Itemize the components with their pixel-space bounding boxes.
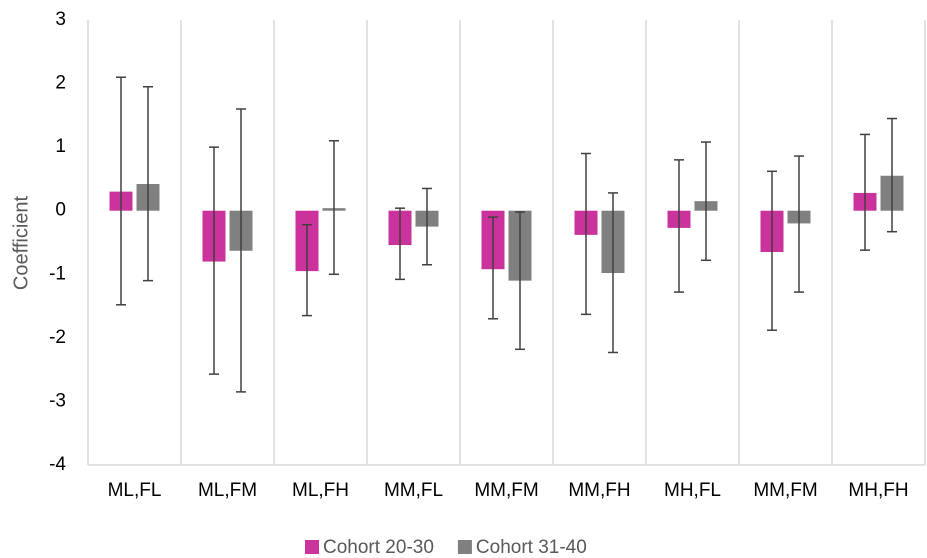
legend-label: Cohort 20-30 — [323, 537, 434, 558]
x-tick-label: MM,FL — [384, 480, 443, 501]
legend-swatch — [305, 540, 319, 554]
legend-swatch — [457, 540, 472, 554]
y-tick-label: 0 — [55, 200, 66, 221]
legend-label: Cohort 31-40 — [476, 537, 587, 558]
x-tick-label: ML,FM — [198, 480, 257, 501]
y-tick-label: -4 — [49, 454, 66, 475]
x-tick-label: MM,FM — [474, 480, 538, 501]
y-axis-label: Coefficient — [10, 195, 32, 290]
y-tick-label: -3 — [49, 390, 66, 411]
x-tick-label: MM,FH — [568, 480, 630, 501]
y-tick-label: -2 — [49, 327, 66, 348]
y-tick-label: 3 — [55, 9, 66, 30]
y-tick-label: -1 — [49, 263, 66, 284]
x-tick-label: ML,FL — [108, 480, 162, 501]
y-tick-label: 2 — [55, 73, 66, 94]
x-tick-label: MH,FH — [848, 480, 908, 501]
x-tick-label: MM,FM — [753, 480, 817, 501]
y-tick-label: 1 — [55, 136, 66, 157]
x-tick-label: MH,FL — [664, 480, 721, 501]
x-tick-label: ML,FH — [292, 480, 349, 501]
